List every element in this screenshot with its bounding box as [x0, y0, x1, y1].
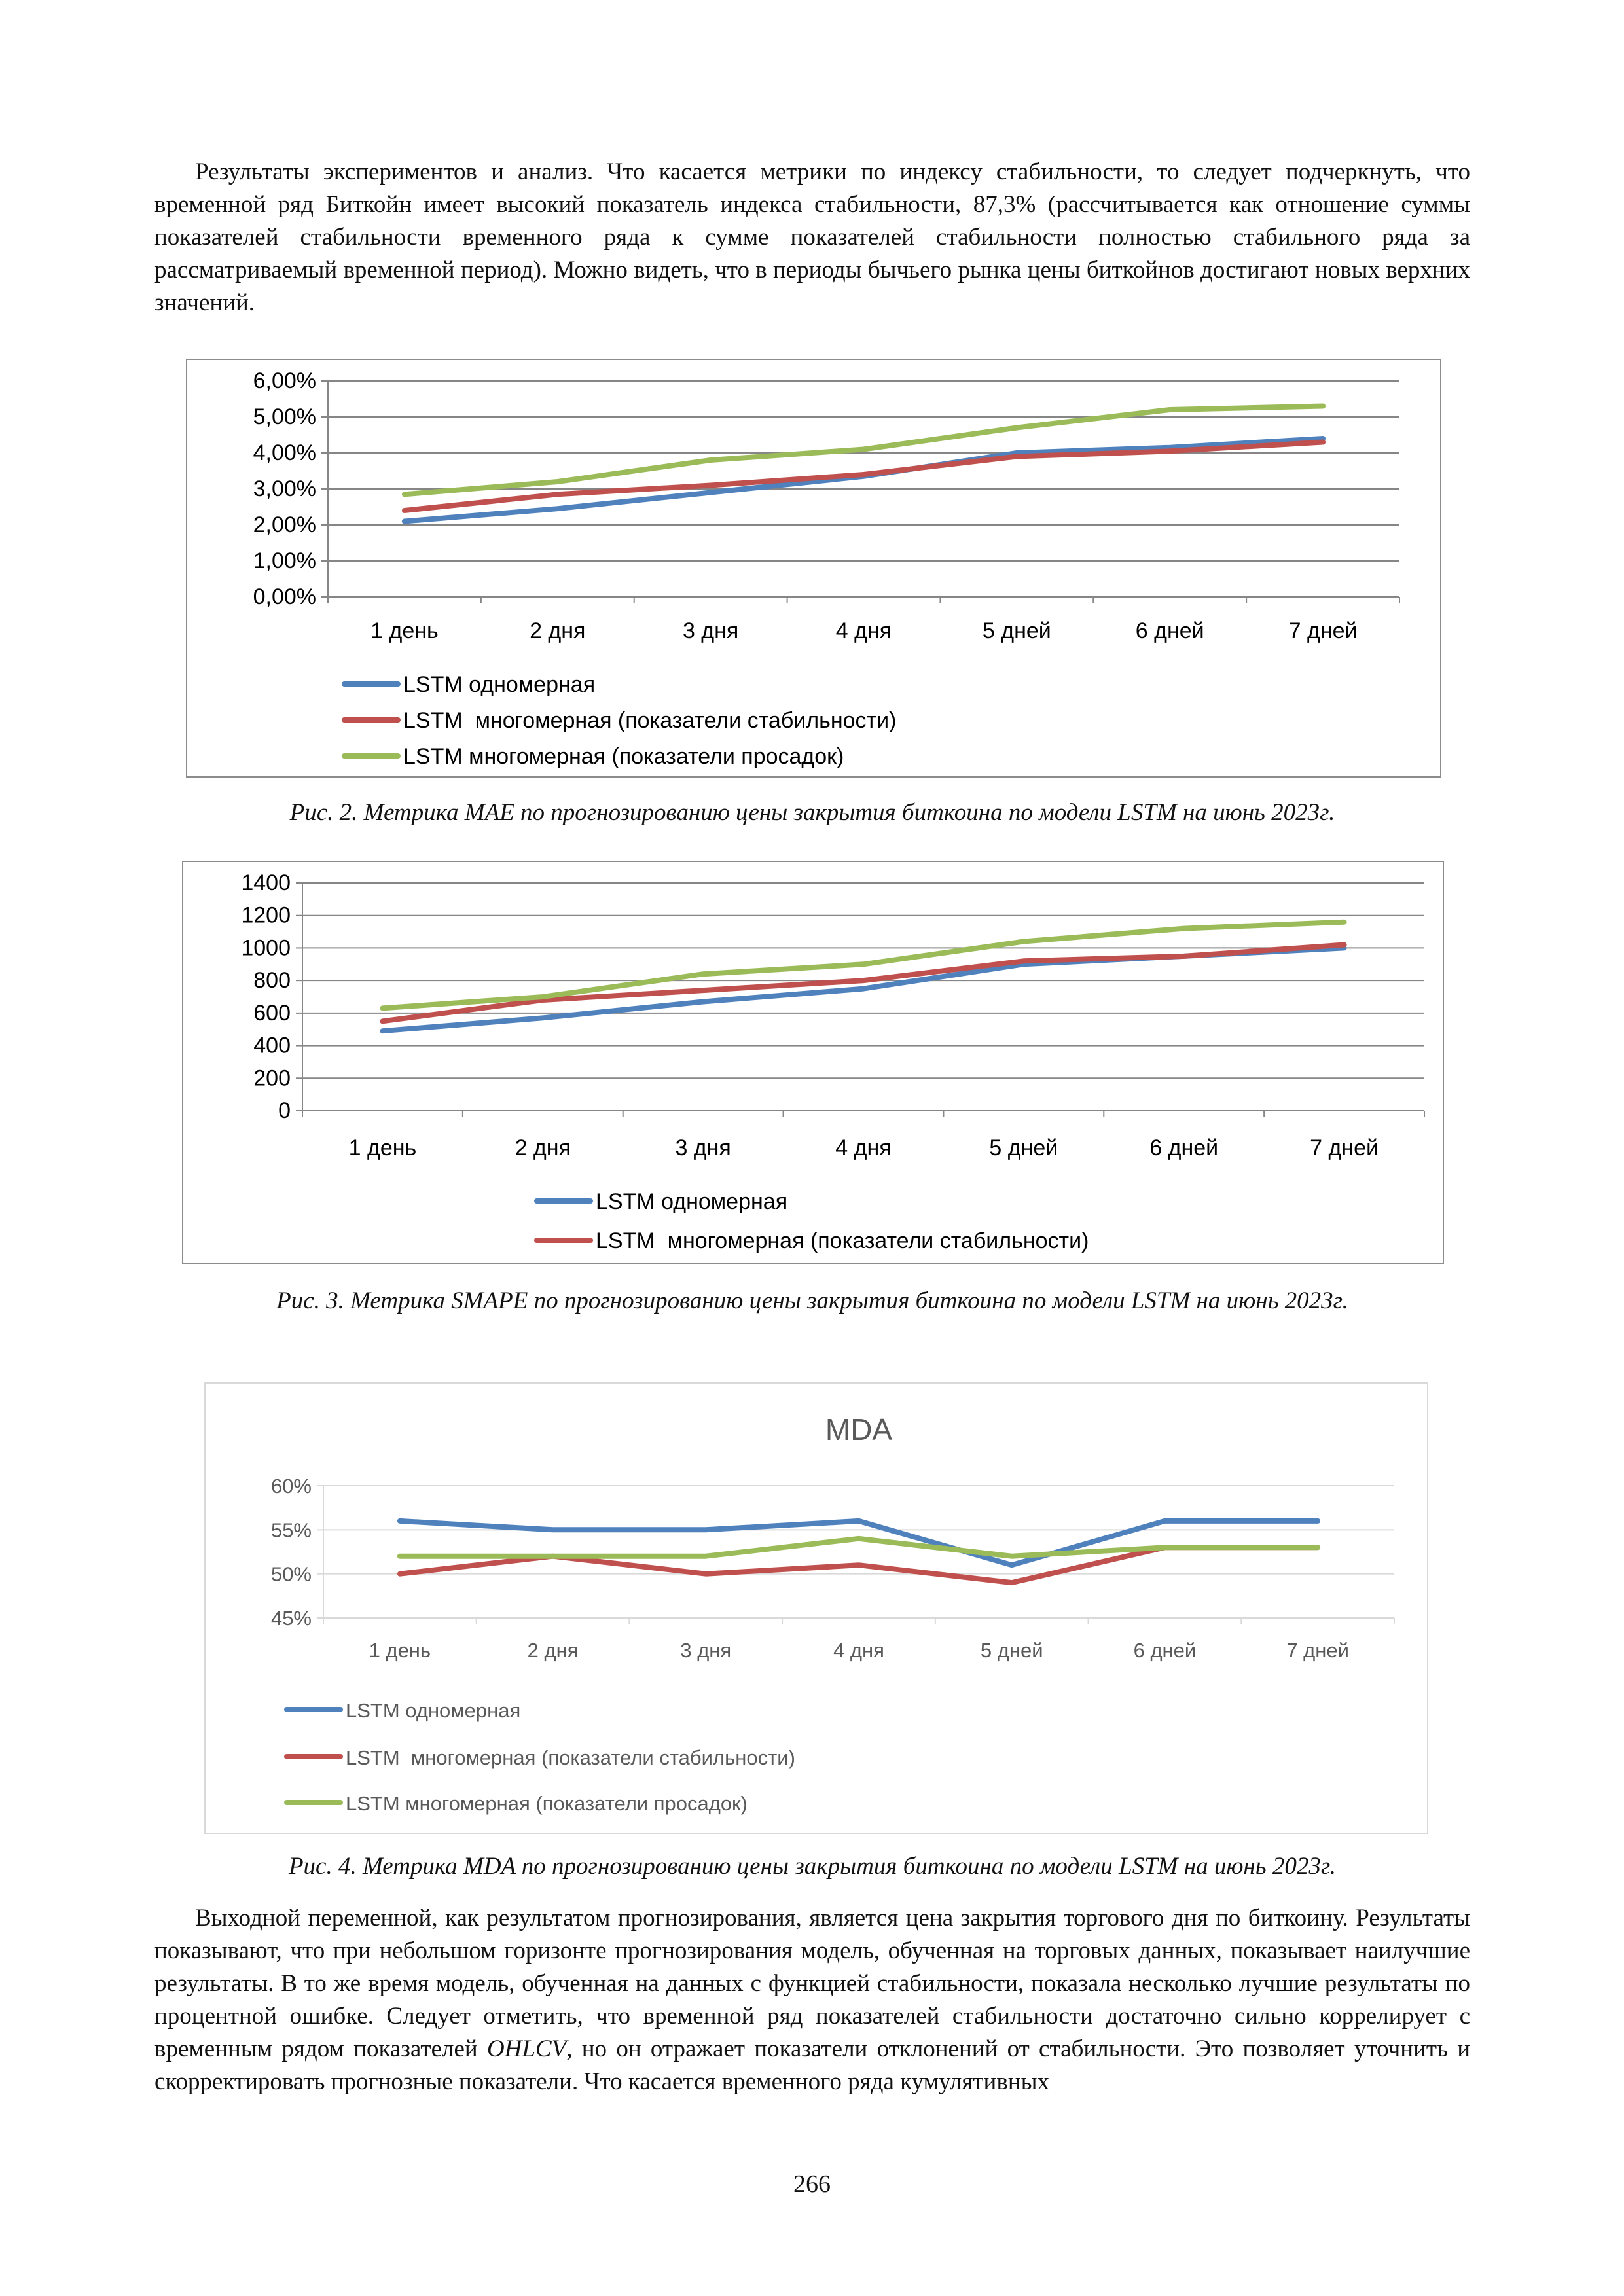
y-tick-label: 400 — [253, 1033, 291, 1058]
y-tick-label: 800 — [253, 968, 291, 993]
series-line-2 — [380, 942, 1347, 1024]
x-tick-label: 2 дня — [515, 1136, 571, 1160]
intro-paragraph: Результаты экспериментов и анализ. Что к… — [154, 158, 1470, 316]
mda-chart-svg: MDA 45% 50% 55% 60% 1 день 2 дня 3 дня 4 дня 5 дн… — [271, 1412, 1395, 1815]
legend-label: LSTM многомерная (показатели просадок) — [346, 1792, 748, 1815]
y-tick-label: 45% — [271, 1607, 312, 1630]
page-number: 266 — [793, 2170, 831, 2198]
y-tick-label: 6,00% — [253, 368, 316, 393]
series-line-2 — [401, 439, 1326, 513]
y-tick-label: 50% — [271, 1563, 312, 1586]
y-tick-label: 1200 — [241, 903, 291, 928]
x-tick-label: 1 день — [369, 1639, 431, 1662]
figure-3-caption: Рис. 3. Метрика SMAPE по прогнозированию… — [276, 1287, 1348, 1314]
x-tick-label: 4 дня — [836, 619, 892, 643]
series-line-3 — [401, 403, 1326, 497]
y-tick-label: 0 — [278, 1098, 291, 1123]
x-tick-label: 6 дней — [1134, 1639, 1197, 1662]
y-tick-label: 1,00% — [253, 548, 316, 573]
legend-label: LSTM одномерная — [346, 1699, 520, 1722]
x-tick-label: 3 дня — [683, 619, 738, 643]
x-tick-label: 2 дня — [528, 1639, 579, 1662]
series-line-3 — [397, 1535, 1321, 1559]
x-tick-label: 3 дня — [680, 1639, 731, 1662]
x-tick-label: 5 дней — [989, 1136, 1058, 1160]
mda-chart: MDA 45% 50% 55% 60% 1 день 2 дня 3 дня 4 дня 5 дн… — [204, 1382, 1428, 1834]
x-tick-label: 6 дней — [1136, 619, 1204, 643]
y-tick-label: 0,00% — [253, 584, 316, 609]
smape-chart-svg: 0 200 400 600 800 1000 1200 1400 1 день 2 дня 3 дн… — [241, 870, 1425, 1253]
y-tick-label: 4,00% — [253, 440, 316, 465]
series-line-1 — [380, 945, 1347, 1034]
y-tick-label: 2,00% — [253, 512, 316, 537]
smape-chart: 0 200 400 600 800 1000 1200 1400 1 день 2 дня 3 дн… — [182, 861, 1444, 1264]
legend-label: LSTM одномерная — [596, 1189, 787, 1214]
closing-paragraph: Выходной переменной, как результатом про… — [154, 1902, 1470, 2098]
legend-label: LSTM многомерная (показатели стабильност… — [346, 1746, 795, 1769]
y-tick-label: 3,00% — [253, 476, 316, 501]
closing-text-ohlcv: OHLCV — [486, 2036, 567, 2062]
x-tick-label: 1 день — [349, 1136, 417, 1160]
y-tick-label: 1400 — [241, 870, 291, 895]
legend-label: LSTM многомерная (показатели стабильност… — [596, 1229, 1089, 1253]
x-tick-label: 3 дня — [675, 1136, 731, 1160]
x-tick-label: 7 дней — [1286, 1639, 1349, 1662]
x-tick-label: 4 дня — [833, 1639, 884, 1662]
series-line-2 — [397, 1545, 1321, 1586]
mae-chart-svg: 0,00% 1,00% 2,00% 3,00% 4,00% 5,00% 6,00% 1 ден… — [253, 368, 1400, 769]
x-tick-label: 6 дней — [1149, 1136, 1218, 1160]
x-tick-label: 5 дней — [981, 1639, 1043, 1662]
series-line-1 — [397, 1518, 1321, 1568]
legend-label: LSTM одномерная — [403, 672, 595, 697]
x-tick-label: 7 дней — [1310, 1136, 1379, 1160]
y-tick-label: 60% — [271, 1475, 312, 1498]
x-tick-label: 5 дней — [983, 619, 1051, 643]
y-tick-label: 55% — [271, 1518, 312, 1541]
x-tick-label: 7 дней — [1289, 619, 1358, 643]
figure-2-caption: Рис. 2. Метрика MAE по прогнозированию ц… — [289, 799, 1335, 826]
closing-text-2: , но он отражает показатели отклонений о… — [154, 2036, 1471, 2095]
series-line-3 — [380, 919, 1347, 1011]
chart-title: MDA — [825, 1412, 893, 1446]
figure-4-caption: Рис. 4. Метрика MDA по прогнозированию ц… — [288, 1853, 1337, 1880]
legend-label: LSTM многомерная (показатели стабильност… — [403, 708, 896, 733]
y-tick-label: 200 — [253, 1066, 291, 1090]
y-tick-label: 1000 — [241, 935, 291, 960]
y-tick-label: 600 — [253, 1001, 291, 1026]
mae-chart: 0,00% 1,00% 2,00% 3,00% 4,00% 5,00% 6,00% 1 ден… — [186, 359, 1441, 778]
x-tick-label: 4 дня — [835, 1136, 891, 1160]
legend-label: LSTM многомерная (показатели просадок) — [403, 744, 844, 769]
closing-text-1: Выходной переменной, как результатом про… — [154, 1905, 1470, 2062]
y-tick-label: 5,00% — [253, 404, 316, 429]
x-tick-label: 2 дня — [530, 619, 585, 643]
x-tick-label: 1 день — [370, 619, 439, 643]
